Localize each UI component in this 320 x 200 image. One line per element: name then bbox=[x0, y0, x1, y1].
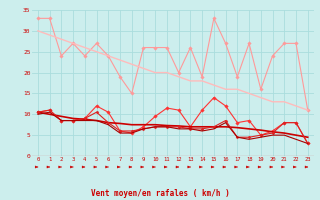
Text: Vent moyen/en rafales ( km/h ): Vent moyen/en rafales ( km/h ) bbox=[91, 189, 229, 198]
